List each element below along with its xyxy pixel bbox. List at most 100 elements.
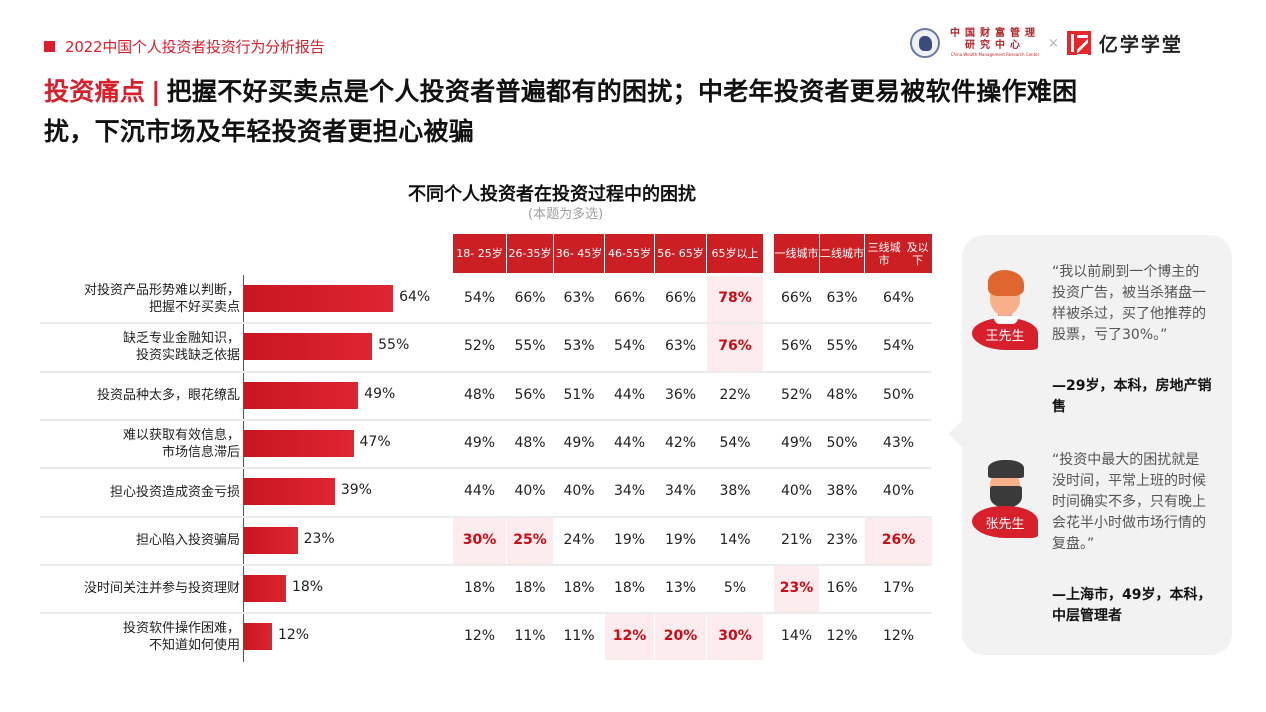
bar-value-label: 55%: [378, 337, 410, 354]
report-title: 2022中国个人投资者投资行为分析报告: [65, 38, 325, 56]
table-cell: 63%: [664, 338, 697, 355]
highlight-cell-bg: [453, 517, 506, 564]
category-label: 投资软件操作困难， 不知道如何使用: [40, 617, 240, 657]
category-label-line: 市场信息滞后: [161, 444, 240, 460]
table-cell: 54%: [463, 290, 496, 306]
category-label: 担心陷入投资骗局: [40, 521, 240, 561]
row-divider: [40, 661, 932, 663]
table-cell: 54%: [882, 338, 915, 355]
bar: [244, 429, 354, 457]
bar: [244, 623, 272, 651]
cwmrc-seal-icon: [910, 28, 940, 58]
table-cell: 48%: [826, 386, 858, 403]
category-label-line: 没时间关注并参与投资理财: [83, 581, 240, 597]
table-cell: 48%: [463, 386, 496, 403]
bar-value-label: 47%: [359, 433, 391, 450]
avatar-name-zhang: 张先生: [985, 517, 1025, 532]
column-header-text: 以上: [736, 247, 759, 260]
column-header-text: 二线城: [820, 247, 853, 260]
table-cell: 48%: [514, 434, 546, 451]
column-header-text: 城市: [796, 247, 819, 260]
bar-value-label: 49%: [364, 385, 396, 402]
table-cell: 51%: [563, 386, 595, 403]
highlight-cell-bg: [655, 614, 706, 661]
table-cell-highlighted: 30%: [718, 628, 752, 645]
table-cell: 24%: [563, 531, 595, 548]
bar-value-label: 39%: [340, 482, 372, 499]
category-label-line: 难以获取有效信息，: [122, 427, 240, 443]
headline-line2: 扰，下沉市场及年轻投资者更担心被骗: [44, 117, 475, 146]
column-header-text: 56- 65岁: [657, 247, 704, 260]
bar-value-label: 64%: [399, 289, 431, 305]
row-divider: [40, 612, 932, 615]
avatar-zhang: 张先生: [972, 458, 1042, 538]
chart-subtitle: (本题为多选): [528, 207, 604, 222]
table-cell: 40%: [882, 483, 915, 500]
chart-title: 不同个人投资者在投资过程中的困扰: [408, 184, 696, 205]
column-header: 36- 45岁: [554, 234, 604, 273]
table-cell: 66%: [613, 290, 646, 306]
category-label: 担心投资造成资金亏损: [40, 472, 240, 512]
category-label: 对投资产品形势难以判断， 把握不好买卖点: [40, 279, 240, 319]
headline-separator: |: [151, 77, 161, 106]
table-cell: 50%: [882, 386, 915, 403]
bar-value-label: 12%: [277, 627, 310, 644]
table-cell: 63%: [826, 290, 858, 306]
page-headline: 投资痛点 | 把握不好买卖点是个人投资者普遍都有的困扰；中老年投资者更易被软件操作难…: [44, 72, 1234, 152]
bar: [244, 526, 298, 554]
category-label-line: 缺乏专业金融知识，: [122, 331, 240, 347]
table-cell-highlighted: 25%: [513, 531, 547, 548]
column-header-text: 65岁: [711, 247, 737, 260]
table-cell: 18%: [613, 579, 646, 596]
quote-pointer: [948, 420, 963, 448]
table-cell: 42%: [664, 434, 697, 451]
table-cell: 18%: [463, 579, 496, 596]
cwmrc-name-line1: 中国财富管理: [950, 28, 1040, 39]
category-label: 难以获取有效信息， 市场信息滞后: [40, 424, 240, 464]
table-cell-highlighted: 23%: [779, 579, 814, 596]
table-cell: 38%: [719, 483, 751, 500]
quote-attribution-wang: —29岁，本科，房地产销售: [1052, 378, 1212, 415]
category-label-line: 不知道如何使用: [148, 638, 240, 654]
table-cell: 14%: [719, 531, 751, 548]
table-cell: 14%: [780, 628, 813, 645]
column-header-text: 一线: [774, 247, 797, 260]
quote-attribution-zhang: —上海市，49岁，本科，中层管理者: [1052, 587, 1212, 624]
table-cell: 23%: [826, 531, 858, 548]
column-header: 三线城市 及以下: [865, 234, 932, 273]
category-label: 缺乏专业金融知识， 投资实践缺乏依据: [40, 327, 240, 367]
table-cell: 11%: [563, 628, 595, 645]
yixue-logo-icon: [1066, 31, 1091, 57]
table-cell: 19%: [664, 531, 697, 548]
column-header: 一线 城市: [774, 234, 819, 273]
table-cell: 12%: [826, 628, 858, 645]
table-cell-highlighted: 78%: [718, 290, 752, 306]
table-cell: 66%: [514, 290, 546, 306]
row-divider: [40, 322, 932, 325]
table-cell: 34%: [613, 483, 646, 500]
table-cell: 50%: [826, 434, 858, 451]
bar-value-label: 23%: [303, 530, 335, 547]
column-header: 56- 65岁: [655, 234, 706, 273]
table-cell: 43%: [882, 434, 915, 451]
bar: [244, 478, 335, 506]
table-cell: 12%: [463, 628, 496, 645]
cwmrc-logo: 中国财富管理 研究中心 China Wealth Management Rese…: [950, 29, 1040, 57]
quote-text-zhang: “投资中最大的困扰就是没时间，平常上班的时候时间确实不多，只有晚上会花半小时做市…: [1052, 452, 1206, 552]
table-cell-highlighted: 30%: [462, 531, 497, 548]
table-cell: 18%: [563, 579, 595, 596]
table-cell: 34%: [664, 483, 697, 500]
table-cell: 44%: [463, 483, 496, 500]
highlight-cell-bg: [707, 324, 763, 371]
column-header: 26-35岁: [507, 234, 553, 273]
column-header-text: 三线城市: [867, 240, 901, 267]
table-cell: 12%: [882, 628, 915, 645]
table-cell: 19%: [613, 531, 646, 548]
table-cell: 44%: [613, 386, 646, 403]
table-cell: 18%: [514, 579, 546, 596]
bar: [244, 285, 394, 312]
table-cell: 55%: [826, 338, 858, 355]
avatar-name-wang: 王先生: [985, 329, 1025, 344]
column-header-text: 市: [853, 247, 864, 260]
row-divider: [40, 418, 932, 421]
